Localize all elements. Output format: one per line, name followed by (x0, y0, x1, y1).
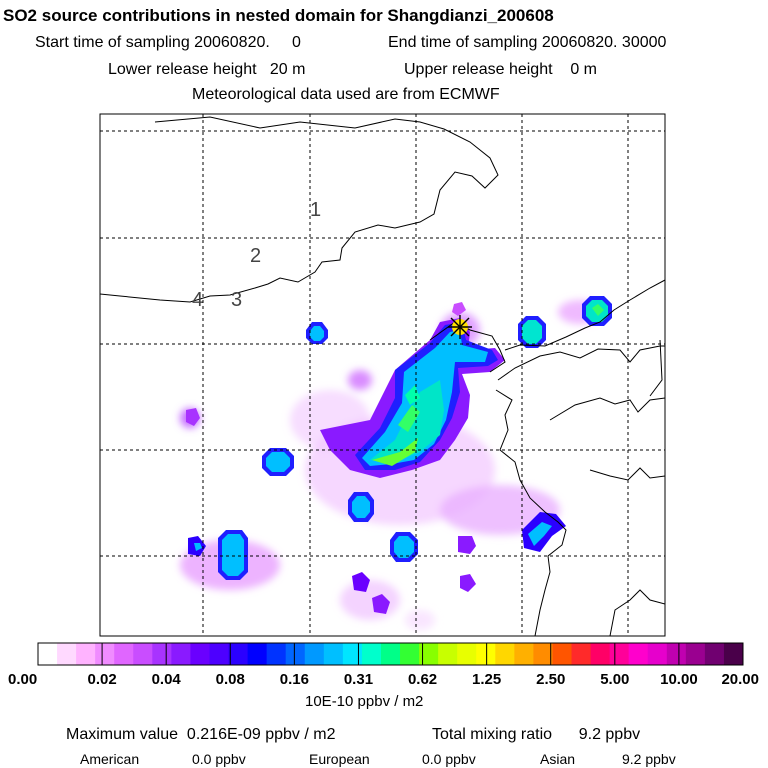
colorbar-tick-label: 10.00 (660, 671, 698, 688)
source-blob (582, 296, 612, 326)
colorbar-cell (704, 643, 725, 665)
colorbar-cell (76, 643, 96, 665)
source-blob (306, 322, 328, 344)
source-blob (188, 536, 206, 556)
colorbar-cell (361, 643, 382, 665)
colorbar-cell (171, 643, 191, 665)
colorbar-tick-label: 1.25 (472, 671, 501, 688)
source-blob (522, 512, 566, 552)
colorbar-tick-label: 0.16 (280, 671, 309, 688)
map-frame (99, 113, 666, 637)
colorbar-unit: 10E-10 ppbv / m2 (305, 693, 424, 710)
colorbar-cell (152, 643, 172, 665)
max-value-label: Maximum value 0.216E-09 ppbv / m2 (66, 726, 336, 743)
concentration-field (180, 296, 612, 630)
colorbar-cell (380, 643, 401, 665)
colorbar-cell (304, 643, 325, 665)
colorbar-cell (38, 643, 58, 665)
colorbar-tick-label: 0.00 (8, 671, 37, 688)
colorbar-cell (495, 643, 515, 665)
colorbar-cell (133, 643, 153, 665)
european-value: 0.0 ppbv (422, 751, 476, 767)
colorbar-cell (723, 643, 744, 665)
contour-label-1: 1 (310, 199, 321, 221)
total-mixing-ratio-label: Total mixing ratio 9.2 ppbv (432, 726, 641, 743)
colorbar-cell (400, 643, 420, 665)
colorbar-tick-label: 0.31 (344, 671, 373, 688)
point-sources (186, 296, 612, 614)
colorbar-cell (628, 643, 649, 665)
colorbar-cell (609, 643, 630, 665)
colorbar-cell (247, 643, 268, 665)
source-blob (518, 316, 546, 348)
start-time-label: Start time of sampling 20060820. 0 (35, 34, 301, 51)
colorbar-cell (685, 643, 706, 665)
source-blob (262, 448, 294, 476)
colorbar-cell (647, 643, 668, 665)
upper-height-label: Upper release height 0 m (404, 61, 597, 78)
colorbar-cell (552, 643, 573, 665)
american-value: 0.0 ppbv (192, 751, 246, 767)
contour-label-4: 4 (192, 289, 203, 311)
colorbar-cell (342, 643, 363, 665)
colorbar-ticks (37, 643, 744, 665)
asian-label: Asian (540, 751, 576, 767)
colorbar-cell (514, 643, 534, 665)
chart-title: SO2 source contributions in nested domai… (3, 6, 554, 25)
colorbar-cell (228, 643, 249, 665)
colorbar-cell (190, 643, 210, 665)
colorbar-tick-label: 0.02 (87, 671, 116, 688)
colorbar-tick-label: 5.00 (600, 671, 629, 688)
lower-height-label: Lower release height 20 m (108, 61, 306, 78)
colorbar-cell (285, 643, 306, 665)
main-plume (320, 318, 505, 478)
colorbar-cell (95, 643, 115, 665)
contour-labels: 1 2 3 4 (192, 199, 321, 311)
map-borders (100, 116, 665, 636)
colorbar-cell (571, 643, 592, 665)
source-blob (348, 492, 374, 522)
met-data-label: Meteorological data used are from ECMWF (192, 86, 500, 103)
colorbar-cell (419, 643, 439, 665)
colorbar-cells (37, 642, 744, 666)
colorbar-cell (438, 643, 458, 665)
colorbar-cell (114, 643, 134, 665)
source-blob (352, 572, 476, 614)
source-blob (218, 530, 248, 580)
american-label: American (80, 751, 140, 767)
colorbar-cell (323, 643, 344, 665)
asian-value: 9.2 ppbv (622, 751, 676, 767)
source-blob (458, 536, 476, 554)
colorbar-cell (476, 643, 496, 665)
colorbar-tick-label: 2.50 (536, 671, 565, 688)
source-blob (186, 302, 466, 426)
source-blob (390, 532, 418, 562)
gridlines (100, 114, 665, 636)
colorbar-cell (533, 643, 553, 665)
colorbar-cell (590, 643, 611, 665)
colorbar-labels: 0.00 0.02 0.04 0.08 0.16 0.31 0.62 1.25 2.50 5.00… (8, 671, 759, 688)
end-time-label: End time of sampling 20060820. 30000 (388, 34, 667, 51)
contour-label-2: 2 (250, 245, 261, 267)
star-icon (448, 315, 472, 339)
colorbar-tick-label: 20.00 (721, 671, 759, 688)
contour-label-3: 3 (231, 289, 242, 311)
colorbar-tick-label: 0.62 (408, 671, 437, 688)
colorbar-cell (209, 643, 230, 665)
colorbar-tick-label: 0.04 (152, 671, 182, 688)
colorbar-cell (57, 643, 77, 665)
colorbar-cell (457, 643, 477, 665)
colorbar-tick-label: 0.08 (216, 671, 245, 688)
colorbar-cell (266, 643, 287, 665)
colorbar-cell (666, 643, 687, 665)
european-label: European (309, 751, 370, 767)
